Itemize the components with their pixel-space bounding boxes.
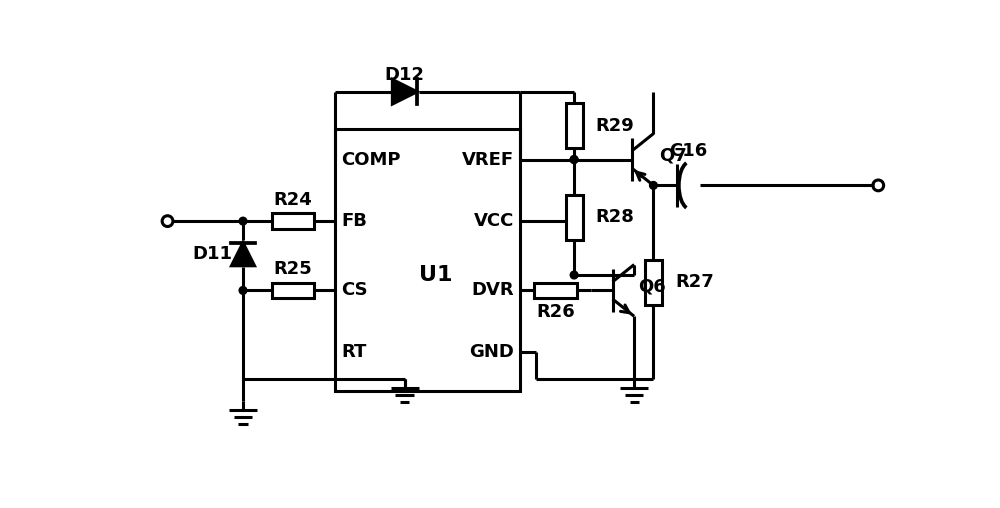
Text: COMP: COMP: [342, 150, 401, 169]
Text: DVR: DVR: [471, 281, 514, 299]
Circle shape: [570, 155, 578, 164]
Text: R25: R25: [274, 260, 312, 278]
Polygon shape: [231, 243, 255, 266]
Bar: [272, 283, 314, 298]
Text: VCC: VCC: [474, 212, 514, 230]
Text: D12: D12: [385, 66, 425, 84]
Bar: [566, 103, 583, 148]
Text: U1: U1: [419, 265, 452, 285]
Circle shape: [239, 287, 247, 294]
Bar: [566, 195, 583, 240]
Circle shape: [570, 155, 578, 164]
Text: Q6: Q6: [638, 277, 666, 296]
Text: R24: R24: [274, 190, 312, 209]
Text: RT: RT: [342, 343, 367, 361]
Bar: [335, 129, 520, 391]
Text: R26: R26: [536, 303, 575, 321]
Polygon shape: [392, 79, 417, 104]
Text: R29: R29: [596, 117, 634, 135]
Text: C16: C16: [669, 142, 707, 160]
Text: R27: R27: [675, 273, 714, 291]
Text: FB: FB: [342, 212, 367, 230]
Circle shape: [650, 181, 657, 189]
Text: D11: D11: [192, 245, 232, 263]
Text: Q7: Q7: [660, 147, 687, 165]
Text: VREF: VREF: [462, 150, 514, 169]
Bar: [645, 260, 662, 304]
Text: GND: GND: [469, 343, 514, 361]
Bar: [272, 213, 314, 229]
Circle shape: [570, 271, 578, 279]
Circle shape: [239, 217, 247, 225]
Text: CS: CS: [342, 281, 368, 299]
Text: R28: R28: [596, 208, 635, 226]
Bar: [534, 283, 577, 298]
